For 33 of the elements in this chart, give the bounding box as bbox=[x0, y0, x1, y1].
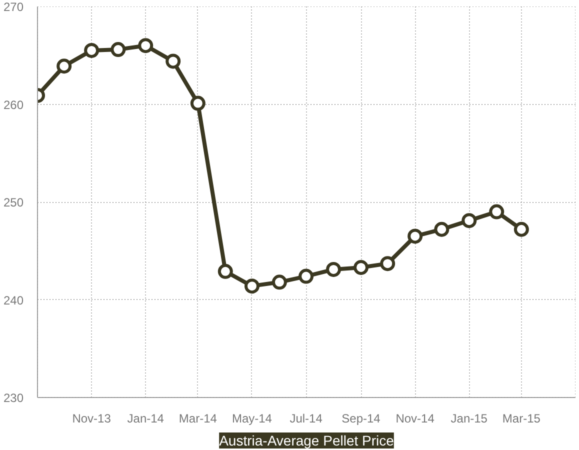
x-tick-label: May-14 bbox=[232, 412, 272, 426]
point bbox=[56, 58, 72, 74]
x-tick-label: Jul-14 bbox=[290, 412, 323, 426]
point bbox=[326, 262, 342, 277]
point bbox=[380, 256, 396, 272]
x-tick-label: Jan-14 bbox=[127, 412, 164, 426]
point bbox=[434, 222, 450, 237]
text: Austria-Average Pellet Price bbox=[219, 432, 394, 448]
point bbox=[272, 274, 287, 290]
point bbox=[110, 42, 126, 57]
point bbox=[138, 38, 154, 54]
y-tick-label: 250 bbox=[3, 196, 24, 210]
point bbox=[408, 228, 423, 244]
point bbox=[354, 260, 369, 275]
x-tick-label: Mar-14 bbox=[178, 412, 218, 426]
point bbox=[298, 268, 314, 284]
point bbox=[218, 264, 233, 279]
point bbox=[84, 43, 100, 58]
x-tick-label: Nov-13 bbox=[72, 412, 112, 426]
x-tick-label: Jan-15 bbox=[450, 412, 488, 426]
point bbox=[489, 204, 504, 220]
x-tick-label: Mar-15 bbox=[502, 412, 541, 426]
x-tick-label: Nov-14 bbox=[396, 412, 435, 426]
y-tick-label: 270 bbox=[3, 0, 24, 14]
point bbox=[244, 278, 260, 294]
point bbox=[190, 96, 206, 111]
x-tick-label: Sep-14 bbox=[342, 412, 381, 426]
point bbox=[166, 54, 181, 69]
y-tick-label: 260 bbox=[3, 98, 24, 112]
y-tick-label: 230 bbox=[3, 391, 24, 405]
point bbox=[514, 222, 529, 237]
point bbox=[462, 213, 477, 228]
y-tick-label: 240 bbox=[3, 293, 24, 308]
